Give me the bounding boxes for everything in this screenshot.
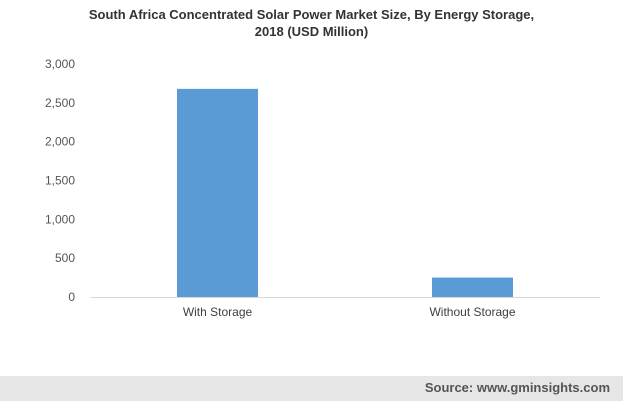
x-tick-label: With Storage	[183, 305, 253, 319]
chart-title: South Africa Concentrated Solar Power Ma…	[0, 6, 623, 40]
bar-with-storage	[177, 88, 258, 297]
y-tick-label: 500	[55, 251, 75, 265]
x-tick-label: Without Storage	[429, 305, 515, 319]
chart-title-line-1: South Africa Concentrated Solar Power Ma…	[88, 7, 535, 22]
bar-without-storage	[432, 277, 513, 297]
source-footer: Source: www.gminsights.com	[0, 376, 623, 401]
y-tick-label: 1,500	[45, 174, 75, 188]
y-tick-label: 1,000	[45, 212, 75, 226]
y-tick-label: 2,500	[45, 96, 75, 110]
y-tick-label: 0	[68, 290, 75, 304]
chart-title-line-2: 2018 (USD Million)	[254, 24, 369, 39]
y-tick-label: 3,000	[45, 57, 75, 71]
source-text: Source: www.gminsights.com	[424, 380, 610, 395]
y-tick-label: 2,000	[45, 135, 75, 149]
bar-chart: 0 500 1,000 1,500 2,000 2,500 3,000 With Storag…	[45, 57, 600, 319]
